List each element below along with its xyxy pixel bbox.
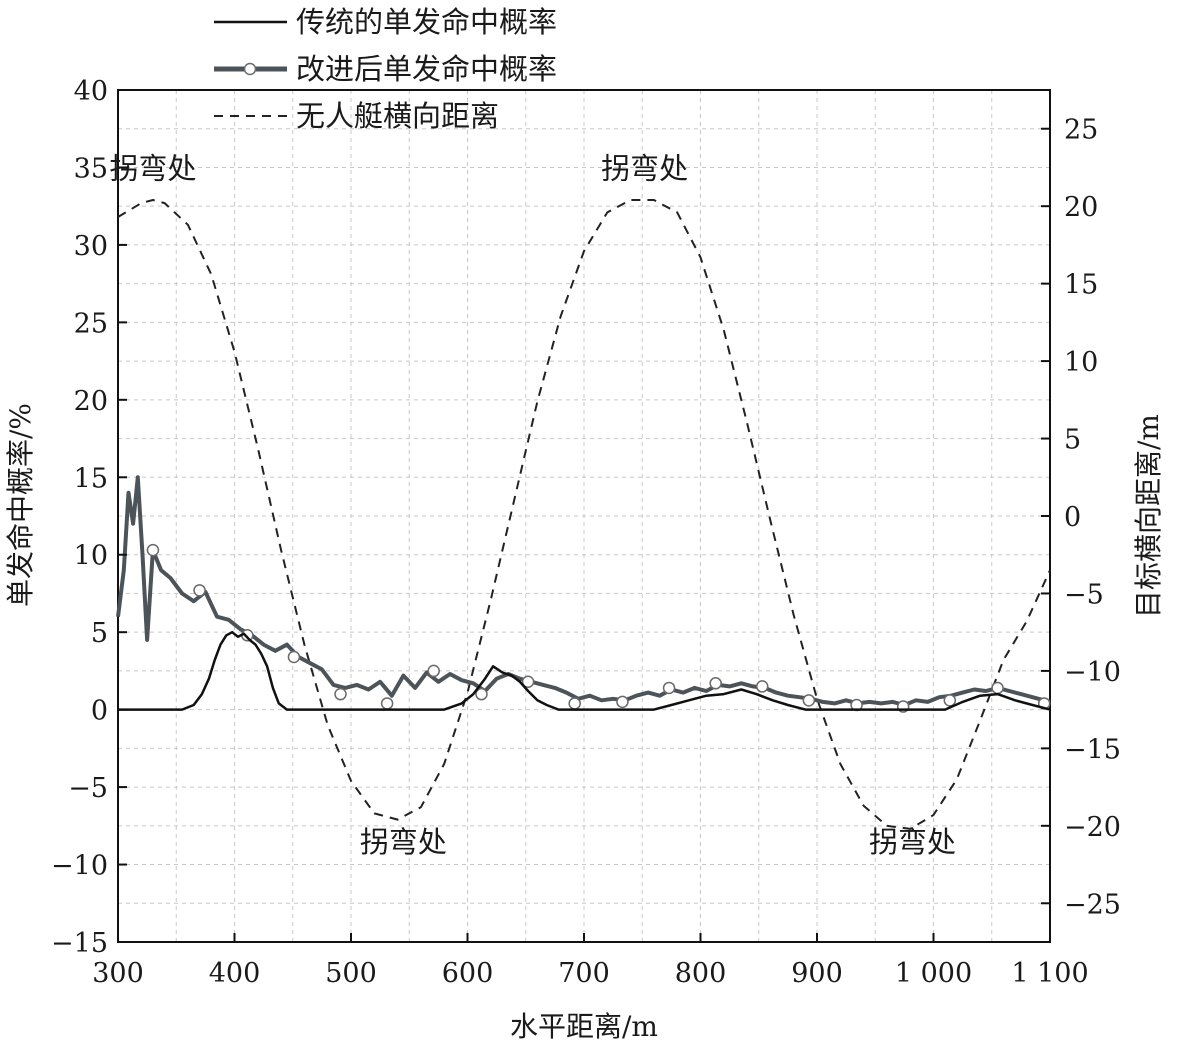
series-marker xyxy=(287,650,301,664)
series-marker xyxy=(146,543,160,557)
annotation-label: 拐弯处 xyxy=(601,151,688,185)
series-marker xyxy=(380,697,394,710)
y-left-tick-label: −10 xyxy=(51,851,108,882)
x-tick-label: 500 xyxy=(325,958,377,989)
series-marker xyxy=(991,681,1004,695)
y-axis-right-title: 目标横向距离/m xyxy=(1132,414,1165,618)
legend-label: 传统的单发命中概率 xyxy=(296,5,557,39)
y-right-tick-label: 10 xyxy=(1064,347,1098,378)
y-right-tick-label: 5 xyxy=(1064,425,1081,456)
series-marker xyxy=(802,694,816,707)
y-left-tick-label: 35 xyxy=(74,153,108,184)
y-left-tick-label: 10 xyxy=(74,541,108,572)
legend-marker xyxy=(243,62,257,76)
x-tick-label: 800 xyxy=(675,958,727,989)
y-right-tick-label: −10 xyxy=(1064,657,1121,688)
annotation-label: 拐弯处 xyxy=(869,825,956,859)
y-right-tick-label: 15 xyxy=(1064,270,1098,301)
series-marker xyxy=(475,687,488,701)
series-marker xyxy=(662,681,676,695)
y-left-tick-label: 15 xyxy=(74,463,108,494)
series-marker xyxy=(193,584,206,597)
x-tick-label: 300 xyxy=(92,958,144,989)
x-tick-label: 1 000 xyxy=(895,958,972,989)
series-line-conventional xyxy=(118,630,1051,711)
series-marker xyxy=(709,677,722,690)
series-line-improved xyxy=(116,475,1051,707)
y-left-tick-label: 5 xyxy=(91,618,108,649)
series-layer xyxy=(116,199,1051,830)
ticks: 300 400 500 600 700 800 900 1 000 1 100403530252… xyxy=(51,76,1121,989)
annotation-label: 拐弯处 xyxy=(109,151,196,185)
x-tick-label: 700 xyxy=(558,958,610,989)
grid xyxy=(118,90,1050,942)
y-left-tick-label: −15 xyxy=(51,928,108,959)
annotation-label: 拐弯处 xyxy=(360,825,447,859)
y-left-tick-label: 40 xyxy=(74,76,108,107)
y-right-tick-label: −20 xyxy=(1064,812,1121,843)
y-right-tick-label: 20 xyxy=(1064,192,1098,223)
x-tick-label: 1 100 xyxy=(1011,958,1088,989)
y-right-tick-label: 0 xyxy=(1064,502,1081,533)
legend-label: 改进后单发命中概率 xyxy=(296,52,557,86)
series-marker xyxy=(616,695,629,709)
series-line-lateral-distance xyxy=(117,199,1051,830)
x-tick-label: 900 xyxy=(791,958,843,989)
y-left-tick-label: 0 xyxy=(91,696,108,727)
y-right-tick-label: 25 xyxy=(1064,115,1098,146)
y-left-tick-label: −5 xyxy=(68,773,108,804)
x-axis-title: 水平距离/m xyxy=(510,1010,658,1043)
series-marker xyxy=(755,680,769,693)
y-right-tick-label: −25 xyxy=(1064,889,1121,920)
series-marker xyxy=(334,687,347,701)
y-axis-left-title: 单发命中概率/% xyxy=(4,403,37,607)
y-left-tick-label: 20 xyxy=(74,386,108,417)
x-tick-label: 600 xyxy=(442,958,494,989)
legend-label: 无人艇横向距离 xyxy=(296,99,499,133)
y-left-tick-label: 30 xyxy=(74,231,108,262)
y-right-tick-label: −5 xyxy=(1064,579,1104,610)
y-right-tick-label: −15 xyxy=(1064,734,1121,765)
series-marker xyxy=(427,664,440,678)
series-marker xyxy=(943,694,957,707)
x-tick-label: 400 xyxy=(209,958,261,989)
series-marker xyxy=(568,697,581,710)
y-left-tick-label: 25 xyxy=(74,308,108,339)
series-marker xyxy=(521,675,535,689)
